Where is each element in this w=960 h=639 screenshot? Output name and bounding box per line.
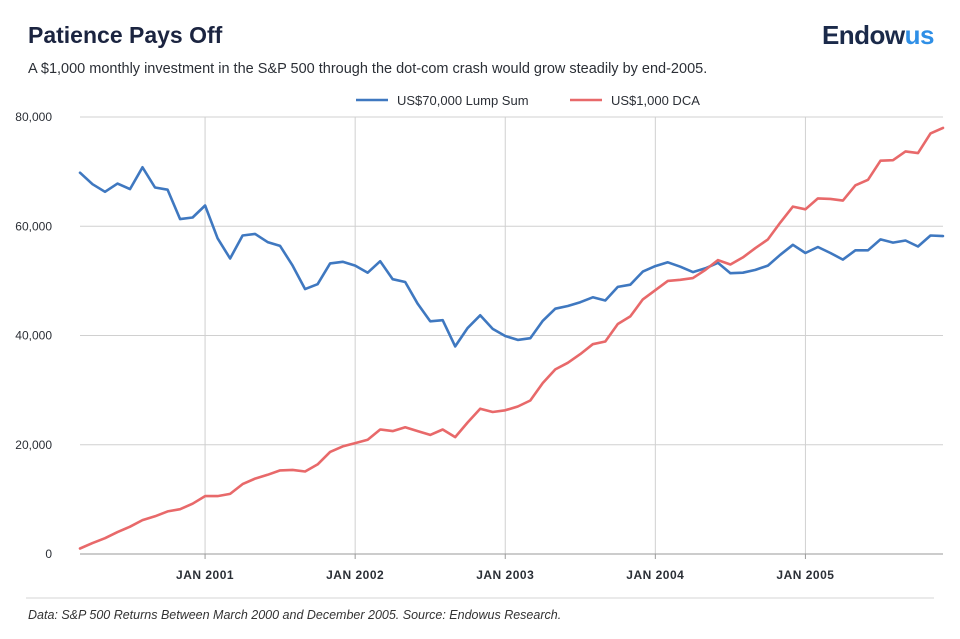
x-tick-label: JAN 2003 bbox=[476, 568, 534, 582]
x-tick-label: JAN 2002 bbox=[326, 568, 384, 582]
series-line-lump bbox=[78, 166, 945, 348]
chart-subtitle: A $1,000 monthly investment in the S&P 5… bbox=[28, 61, 708, 77]
series-line-dca bbox=[78, 126, 945, 550]
x-tick-label: JAN 2001 bbox=[176, 568, 234, 582]
logo-text-accent: us bbox=[904, 20, 935, 50]
legend-label-lump: US$70,000 Lump Sum bbox=[397, 93, 529, 108]
logo-text-base: Endow bbox=[821, 20, 905, 50]
endowus-logo: Endowus bbox=[821, 20, 935, 51]
x-tick-label: JAN 2004 bbox=[626, 568, 684, 582]
legend-label-dca: US$1,000 DCA bbox=[611, 93, 700, 108]
y-tick-label: 60,000 bbox=[15, 219, 52, 233]
grid-lines bbox=[80, 116, 943, 554]
series-lines bbox=[78, 126, 945, 550]
y-tick-label: 80,000 bbox=[15, 110, 52, 124]
legend: US$70,000 Lump Sum US$1,000 DCA bbox=[356, 93, 700, 108]
y-tick-label: 0 bbox=[45, 547, 52, 561]
source-footnote: Data: S&P 500 Returns Between March 2000… bbox=[28, 608, 562, 622]
x-tick-label: JAN 2005 bbox=[776, 568, 834, 582]
axes: 0 20,000 40,000 60,000 80,000 JAN 2001 JAN 200… bbox=[15, 110, 943, 599]
chart-title: Patience Pays Off bbox=[28, 22, 223, 48]
y-tick-label: 40,000 bbox=[15, 329, 52, 343]
y-tick-label: 20,000 bbox=[15, 438, 52, 452]
